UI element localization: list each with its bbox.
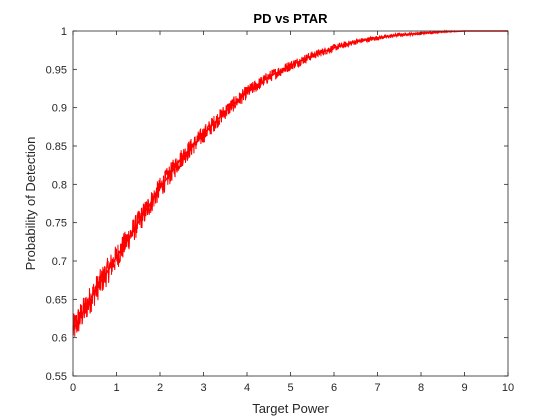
x-tick-label: 1 <box>113 382 119 394</box>
plot-layer <box>72 29 508 337</box>
y-tick-label: 0.9 <box>52 103 67 115</box>
x-tick-label: 6 <box>331 382 337 394</box>
x-tick-label: 7 <box>374 382 380 394</box>
x-tick-label: 5 <box>287 382 293 394</box>
y-tick-label: 0.7 <box>52 256 67 268</box>
y-tick-label: 0.8 <box>52 179 67 191</box>
y-tick-label: 0.95 <box>46 64 67 76</box>
y-tick-label: 0.55 <box>46 371 67 383</box>
y-tick-label: 0.75 <box>46 218 67 230</box>
y-tick-label: 0.6 <box>52 333 67 345</box>
ticks-layer: 0 1 2 3 4 5 6 7 8 9 10 0.55 0.6 0.65 0.7 0.75 0.8 0.85 0.9… <box>46 26 515 394</box>
x-axis-label: Target Power <box>252 401 329 416</box>
x-tick-label: 10 <box>502 382 514 394</box>
y-tick-label: 0.65 <box>46 294 67 306</box>
x-tick-label: 9 <box>461 382 467 394</box>
x-tick-label: 4 <box>244 382 250 394</box>
x-tick-label: 0 <box>70 382 76 394</box>
x-tick-label: 8 <box>418 382 424 394</box>
y-tick-label: 0.85 <box>46 141 67 153</box>
y-tick-label: 1 <box>61 26 67 38</box>
pd-curve-series <box>72 30 508 331</box>
x-tick-label: 2 <box>157 382 163 394</box>
x-tick-label: 3 <box>200 382 206 394</box>
chart-title: PD vs PTAR <box>253 11 328 26</box>
y-axis-label: Probability of Detection <box>23 137 38 271</box>
